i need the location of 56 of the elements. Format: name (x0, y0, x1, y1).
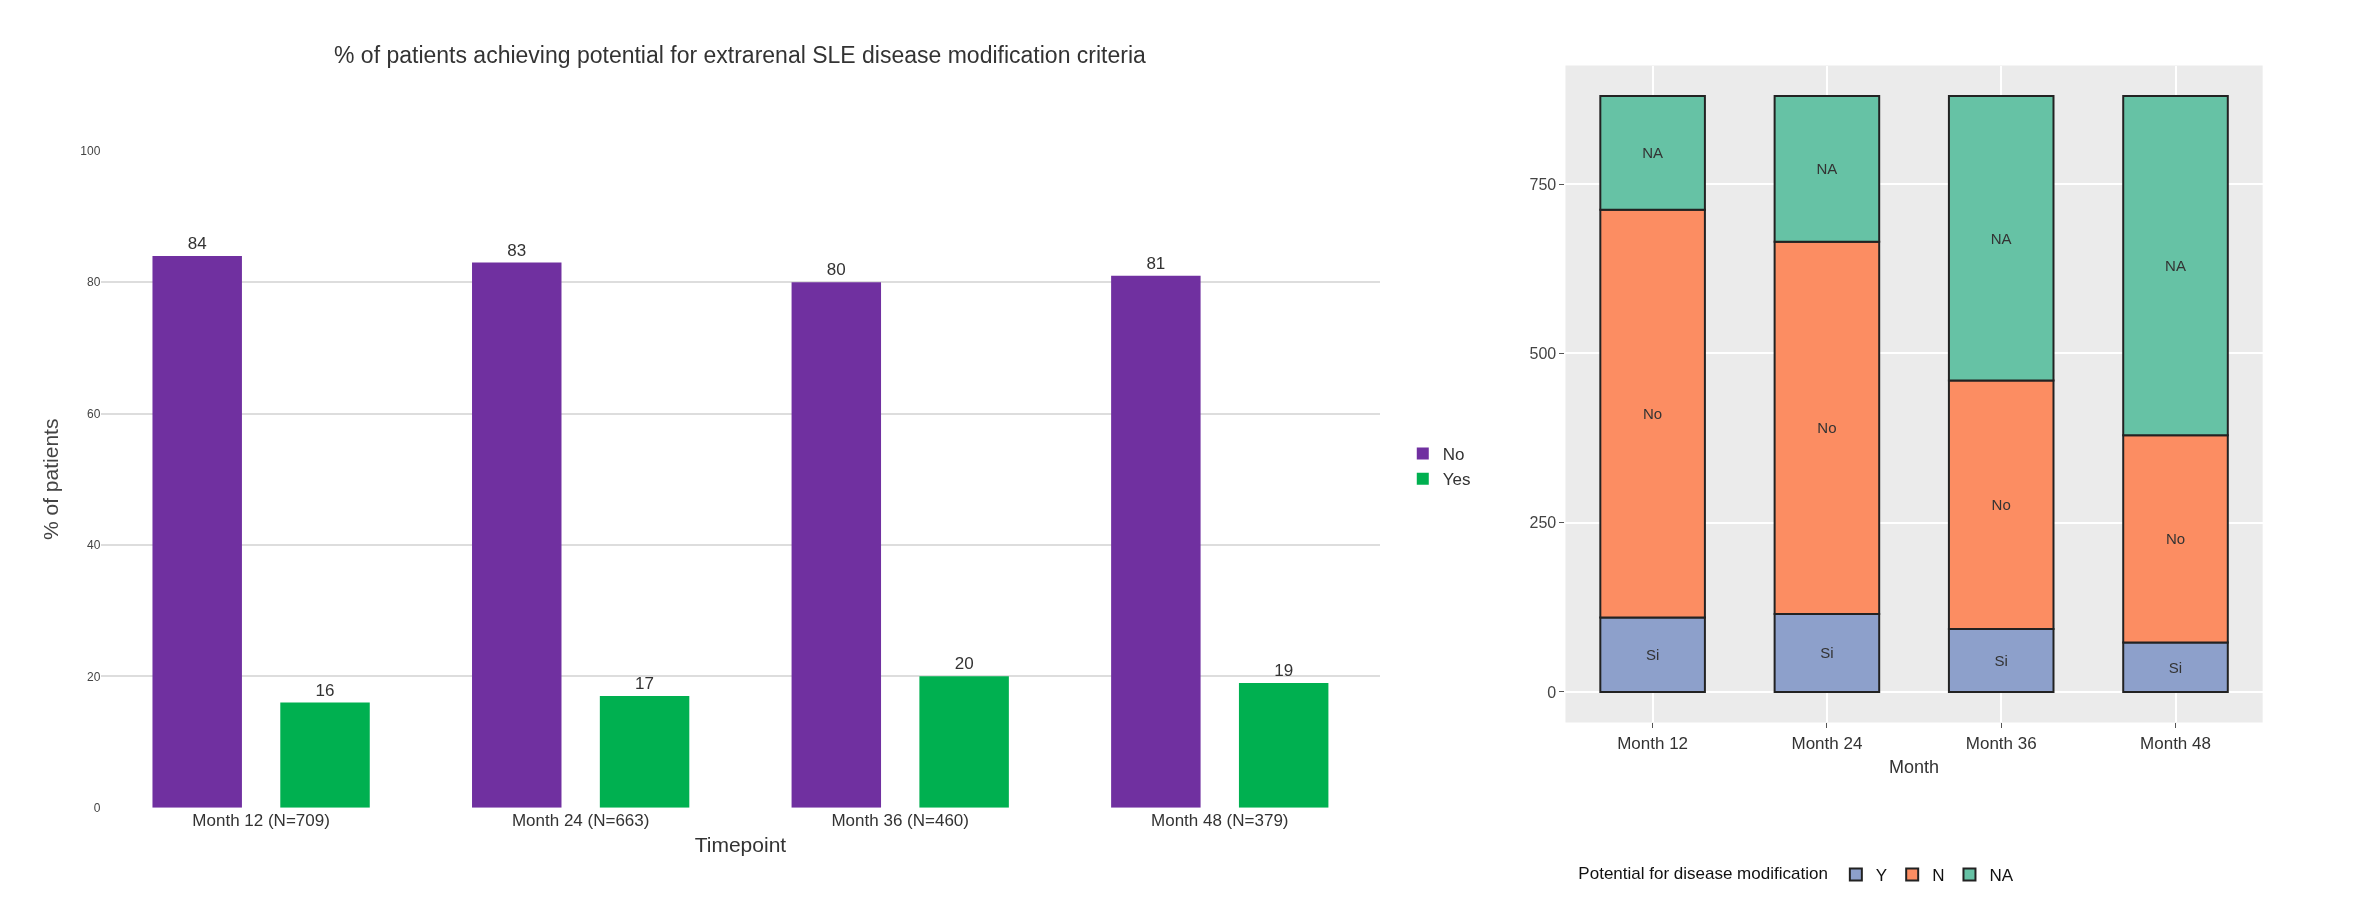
y-tick-label: 0 (1547, 683, 1557, 701)
x-tick-label: Month 48 (N=379) (1151, 810, 1289, 830)
bar (1111, 275, 1201, 808)
legend-label: Yes (1442, 470, 1471, 490)
y-axis-title: % of patients (39, 418, 63, 540)
data-label: Si (1645, 646, 1660, 664)
x-tick-label: Month 36 (N=460) (831, 810, 969, 830)
data-label: No (1643, 405, 1663, 423)
x-tick-label: Month 12 (N=709) (192, 810, 330, 830)
bar (599, 696, 690, 808)
data-label: NA (1990, 229, 2012, 247)
legend-label: N (1932, 866, 1945, 886)
y-tick-label: 0 (93, 800, 101, 815)
x-tick-label: Month 36 (1965, 733, 2037, 753)
data-label: 81 (1146, 253, 1166, 273)
data-label: NA (1642, 144, 1664, 162)
legend-label: NA (1989, 866, 2014, 886)
y-tick-label: 20 (86, 669, 101, 684)
bar (1238, 682, 1329, 808)
data-label: NA (1816, 160, 1838, 178)
data-label: 80 (826, 260, 846, 280)
x-tick-label: Month 12 (1617, 733, 1689, 753)
data-label: 16 (315, 680, 335, 700)
data-label: Si (2168, 658, 2183, 676)
x-tick-label: Month 48 (2140, 733, 2211, 753)
data-label: Si (1994, 651, 2008, 669)
data-label: NA (2165, 257, 2186, 275)
data-label: No (1991, 496, 2011, 514)
y-tick-label: 60 (86, 406, 101, 421)
legend-label: No (1442, 445, 1465, 465)
data-label: 19 (1274, 660, 1294, 680)
y-tick-label: 80 (86, 275, 101, 290)
x-axis-title: Timepoint (694, 832, 787, 856)
data-label: No (1817, 419, 1837, 437)
x-tick-label: Month 24 (1791, 733, 1863, 753)
y-tick-label: 750 (1529, 175, 1557, 193)
y-tick-label: 100 (80, 144, 101, 159)
legend-title: Potential for disease modification (1578, 864, 1828, 884)
bar (791, 282, 882, 808)
data-label: 17 (635, 674, 655, 694)
bar (919, 676, 1009, 808)
data-label: 83 (507, 240, 527, 260)
data-label: No (2165, 530, 2186, 548)
x-axis-title: Month (1889, 756, 1940, 777)
legend-label: Y (1875, 866, 1888, 886)
data-label: 20 (954, 654, 974, 674)
data-label: 84 (187, 233, 207, 253)
x-tick-label: Month 24 (N=663) (511, 810, 650, 830)
data-label: Si (1820, 644, 1834, 662)
y-tick-label: 250 (1529, 514, 1557, 532)
bar (280, 702, 370, 808)
y-tick-label: 40 (86, 538, 101, 553)
bar (472, 262, 562, 808)
y-tick-label: 500 (1529, 344, 1557, 362)
chart-title: % of patients achieving potential for extrarenal SLE disease modification criteria (334, 42, 1147, 68)
bar (152, 255, 242, 808)
